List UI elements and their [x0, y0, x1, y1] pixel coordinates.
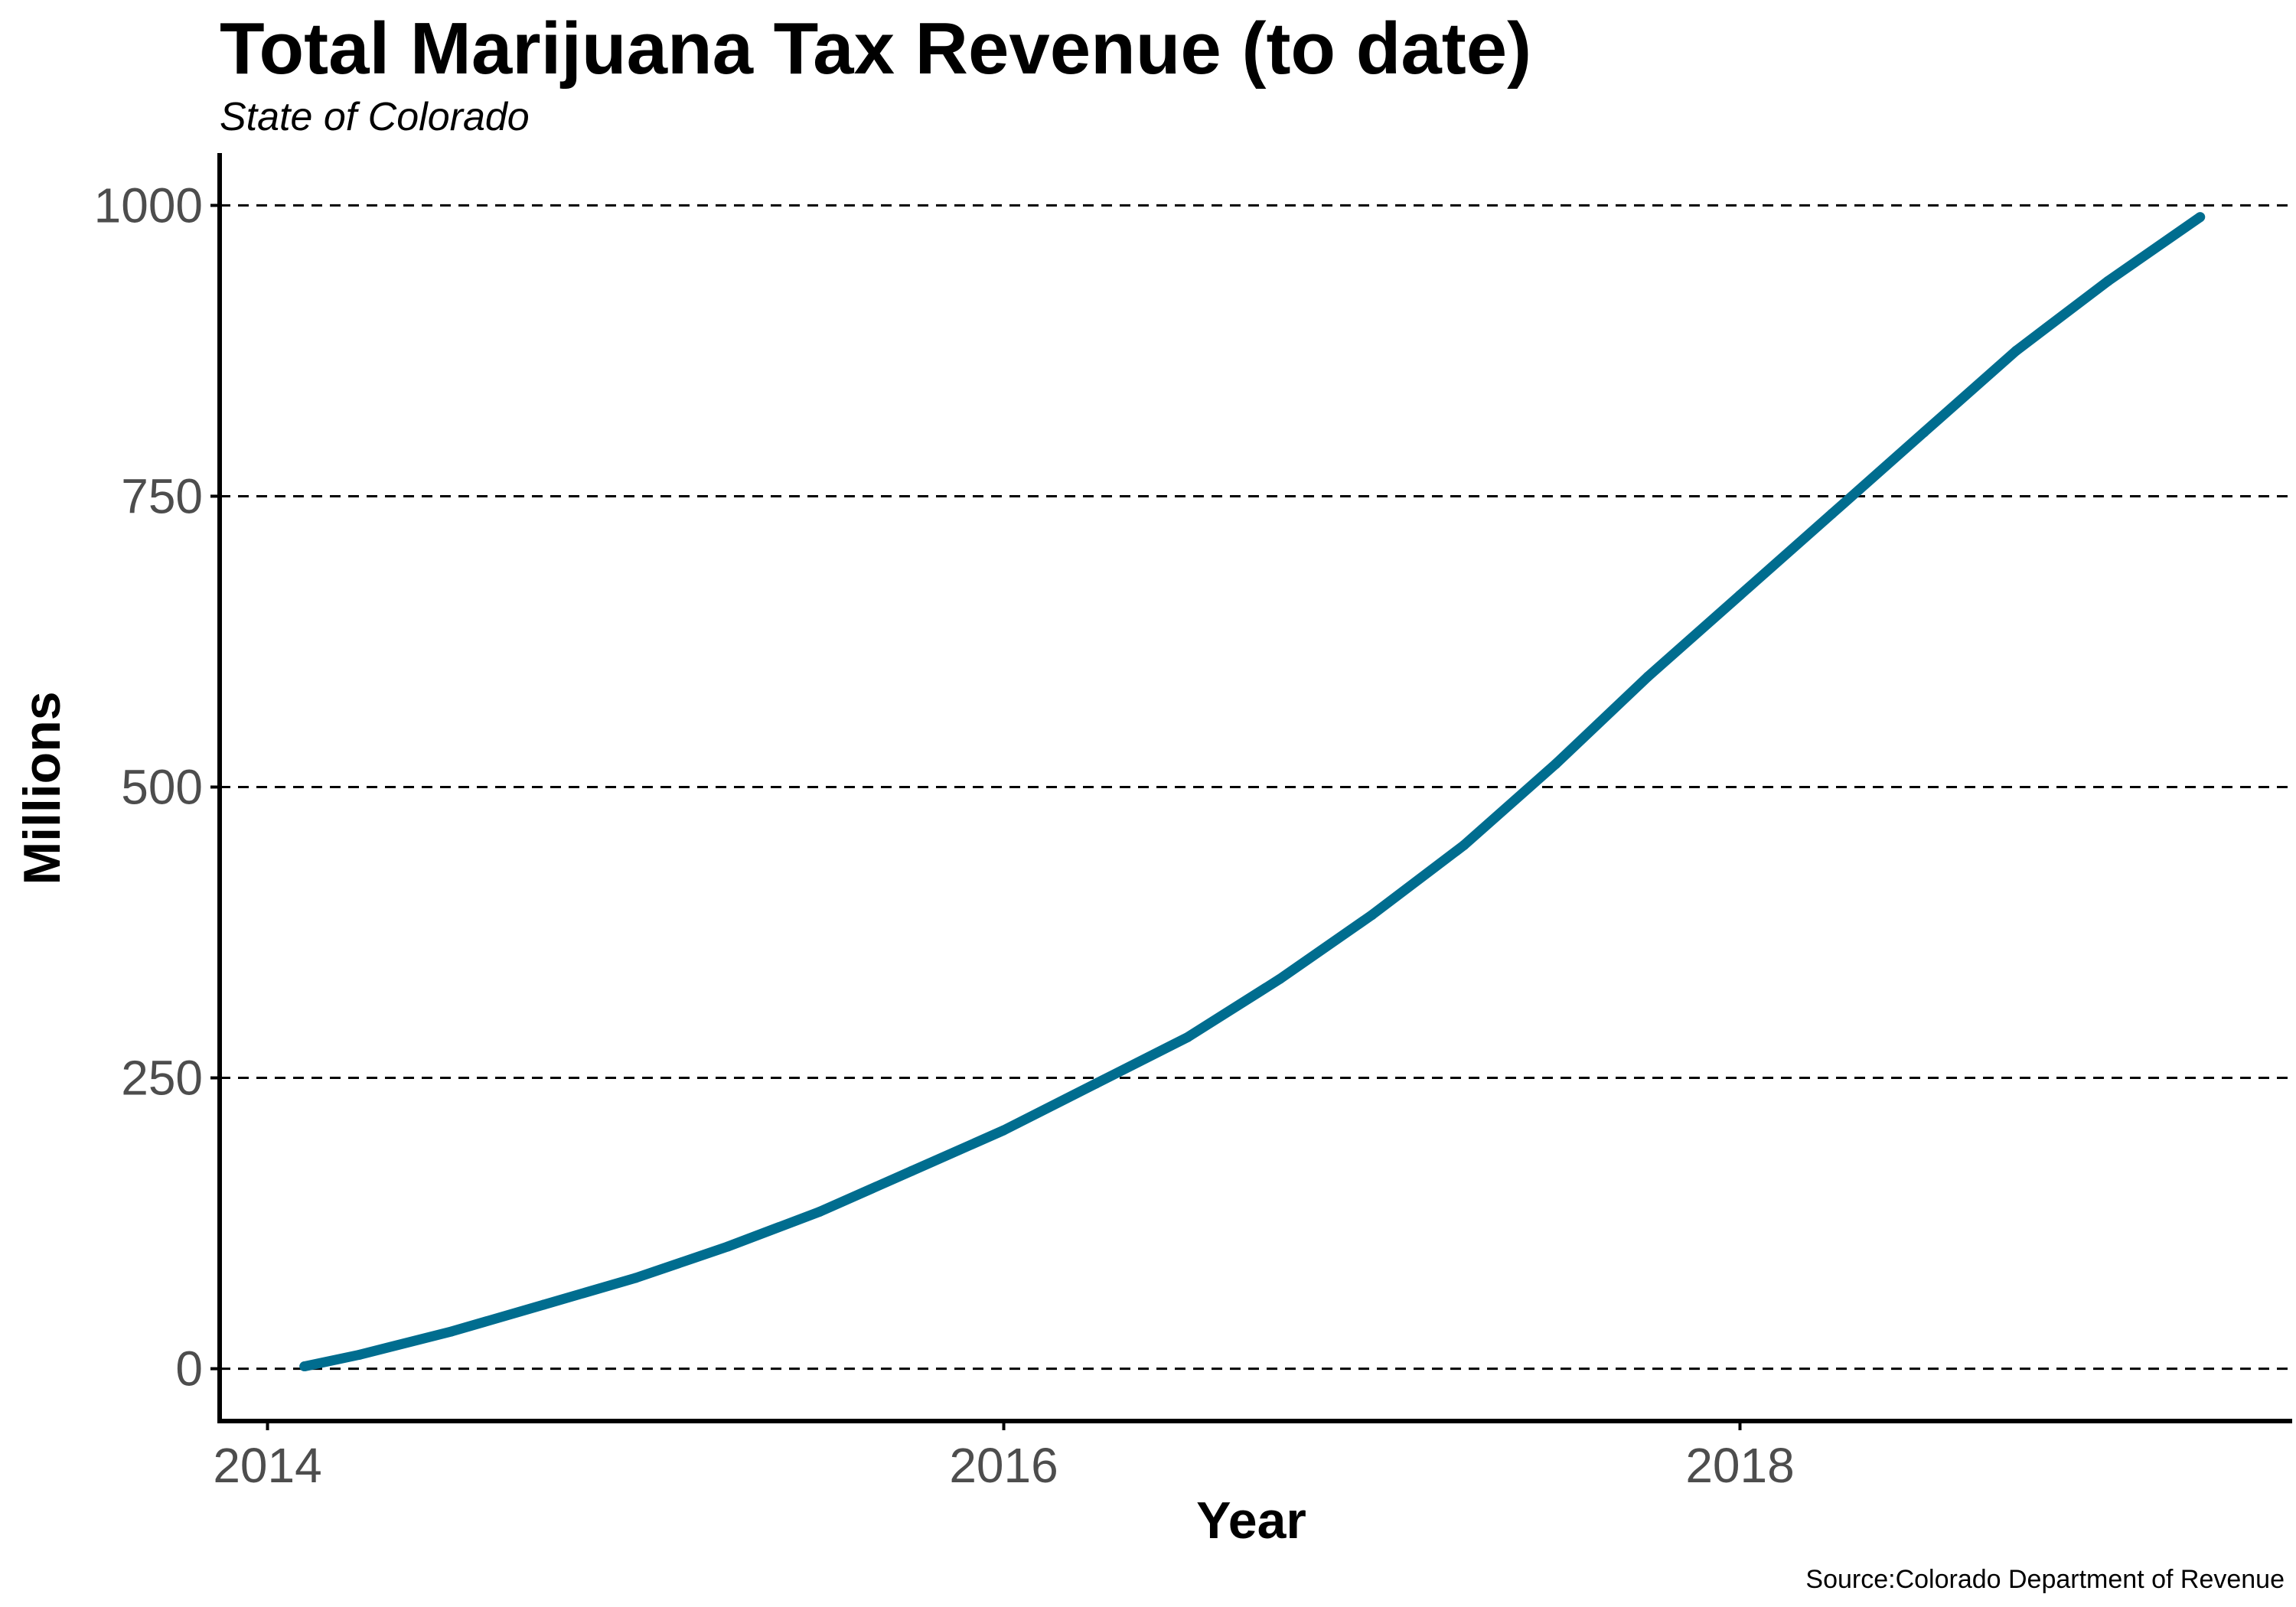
- data-point: [1274, 973, 1285, 984]
- data-point: [1642, 671, 1653, 682]
- data-point: [1827, 508, 1838, 519]
- y-tick-label: 750: [121, 468, 203, 523]
- data-point: [2011, 345, 2021, 356]
- data-point: [2103, 275, 2114, 286]
- y-axis-title: Millions: [13, 691, 71, 885]
- data-point: [2195, 212, 2206, 223]
- data-point: [354, 1349, 365, 1360]
- chart-subtitle: State of Colorado: [220, 95, 530, 139]
- data-point: [1091, 1078, 1101, 1089]
- data-point: [538, 1299, 549, 1310]
- x-tick-label: 2018: [1685, 1438, 1794, 1493]
- x-tick-label: 2014: [213, 1438, 321, 1493]
- data-point: [1182, 1032, 1193, 1042]
- series-line: [303, 213, 2203, 1371]
- y-tick-label: 0: [175, 1341, 203, 1397]
- x-axis-title: Year: [1196, 1491, 1306, 1550]
- data-point: [1367, 910, 1378, 921]
- chart-title: Total Marijuana Tax Revenue (to date): [220, 8, 1531, 90]
- gridlines: [220, 204, 2292, 1371]
- y-tick-label: 1000: [94, 178, 203, 233]
- data-point: [906, 1165, 917, 1176]
- data-point: [722, 1241, 733, 1252]
- tick-labels: 0 250 500 750 1000 2014 2016 2018: [94, 178, 1795, 1493]
- source-caption: Source:Colorado Department of Revenue: [1805, 1565, 2285, 1594]
- data-point: [999, 1125, 1009, 1136]
- data-point: [1735, 590, 1746, 601]
- data-point: [446, 1326, 457, 1337]
- series: [299, 212, 2206, 1372]
- data-point: [814, 1206, 825, 1217]
- data-point: [631, 1273, 641, 1283]
- y-tick-label: 250: [121, 1051, 203, 1106]
- data-point: [299, 1361, 310, 1372]
- y-tick-label: 500: [121, 760, 203, 815]
- x-tick-label: 2016: [949, 1438, 1058, 1493]
- data-point: [1459, 840, 1469, 851]
- data-point: [1919, 427, 1929, 438]
- data-point: [1551, 758, 1561, 769]
